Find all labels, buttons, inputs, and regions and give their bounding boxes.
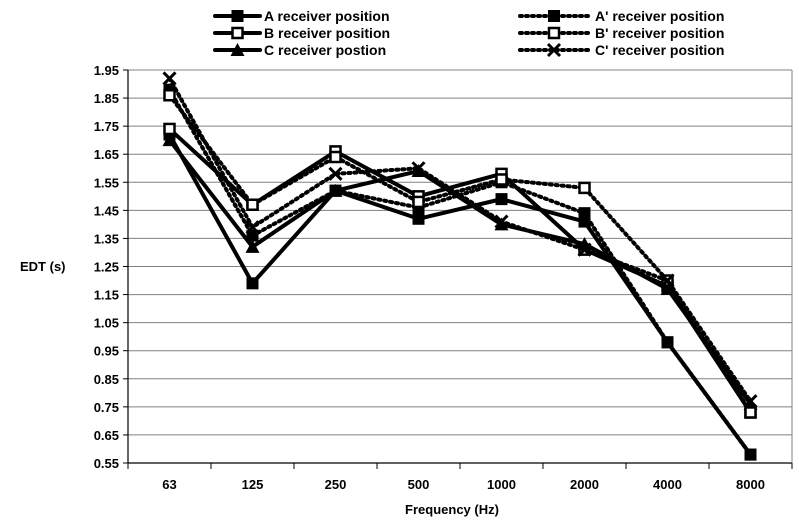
legend-label-1: B receiver position: [264, 25, 390, 41]
axes: [123, 69, 793, 469]
y-tick-label-0: 1.95: [94, 63, 119, 78]
y-tick-label-14: 0.55: [94, 456, 119, 471]
legend-item-4: B' receiver position: [518, 25, 724, 41]
x-tick-label-4: 1000: [487, 477, 516, 492]
x-tick-label-2: 250: [325, 477, 347, 492]
series-5-point-3: [411, 161, 426, 176]
series-3-point-2: [329, 184, 342, 197]
y-tick-label-6: 1.35: [94, 231, 119, 246]
legend-label-2: C receiver postion: [264, 42, 386, 58]
y-tick-label-12: 0.75: [94, 400, 119, 415]
y-tick-label-11: 0.85: [94, 372, 119, 387]
series-3-point-7: [744, 448, 757, 461]
legend-label-4: B' receiver position: [595, 25, 724, 41]
y-tick-label-3: 1.65: [94, 147, 119, 162]
series-3-point-6: [661, 336, 674, 349]
series-5-point-0: [162, 71, 177, 86]
y-tick-label-10: 0.95: [94, 344, 119, 359]
series-4-point-2: [329, 150, 342, 164]
series-4-point-5: [578, 181, 591, 195]
x-tick-labels: 63 125 250 500 1000 2000 4000 8000: [162, 477, 765, 492]
y-tick-label-7: 1.25: [94, 260, 119, 275]
series-3-point-1: [246, 229, 259, 242]
series-2-point-6: [660, 281, 675, 295]
series-line-2: [167, 138, 753, 407]
series-0-point-1: [246, 277, 259, 290]
series-4-point-0: [163, 89, 176, 102]
series-line-5: [167, 76, 753, 404]
legend-marker-5: [546, 42, 562, 58]
y-axis-title: EDT (s): [20, 259, 66, 274]
legend-item-3: A' receiver position: [518, 8, 724, 24]
series-4-point-4: [495, 173, 508, 186]
y-tick-label-9: 1.05: [94, 316, 119, 331]
y-tick-label-4: 1.55: [94, 175, 119, 190]
y-tick-label-13: 0.65: [94, 428, 119, 443]
legend-marker-1: [231, 26, 244, 40]
y-tick-label-5: 1.45: [94, 203, 119, 218]
x-tick-label-1: 125: [242, 477, 264, 492]
grid-lines: [128, 69, 792, 464]
series-line-3: [167, 87, 753, 457]
series-4: [163, 89, 757, 419]
x-tick-label-6: 4000: [653, 477, 682, 492]
series-0-point-4: [495, 193, 508, 206]
series-5-point-5: [577, 242, 592, 257]
legend-label-5: C' receiver position: [595, 42, 724, 58]
legend-item-0: A receiver position: [213, 8, 390, 24]
legend-label-3: A' receiver position: [595, 8, 724, 24]
series-2-point-0: [162, 133, 177, 147]
legend-label-0: A receiver position: [264, 8, 390, 24]
series-2: [162, 133, 758, 411]
series-0-point-3: [412, 212, 425, 225]
series-5-point-6: [660, 273, 675, 288]
y-tick-label-8: 1.15: [94, 288, 119, 303]
legend-item-5: C' receiver position: [518, 42, 724, 58]
series-4-point-1: [246, 198, 259, 211]
series-5-point-2: [328, 166, 343, 181]
legend-marker-2: [230, 43, 245, 56]
legend-marker-4: [547, 26, 561, 40]
legend-item-2: C receiver postion: [213, 42, 386, 58]
y-tick-labels: 1.95 1.85 1.75 1.65 1.55 1.45 1.35 1.25 1.15 1.05…: [94, 63, 119, 471]
legend-item-1: B receiver position: [213, 25, 390, 41]
x-tick-label-3: 500: [408, 477, 430, 492]
series-line-4: [167, 93, 753, 415]
series-5-point-4: [494, 214, 509, 229]
x-tick-label-0: 63: [162, 477, 176, 492]
legend-marker-0: [231, 10, 244, 22]
y-tick-label-2: 1.75: [94, 119, 119, 134]
x-tick-label-5: 2000: [570, 477, 599, 492]
series-1-point-0: [163, 122, 176, 136]
y-tick-label-1: 1.85: [94, 91, 119, 106]
series-5-point-1: [245, 220, 260, 235]
series-3-point-5: [578, 207, 591, 220]
series-1: [163, 122, 757, 419]
series-4-point-7: [744, 406, 757, 419]
series-5-point-7: [743, 394, 758, 409]
series-group: [162, 71, 758, 461]
legend-marker-3: [548, 10, 560, 22]
x-axis-title: Frequency (Hz): [405, 502, 499, 517]
x-tick-label-7: 8000: [736, 477, 765, 492]
series-2-point-1: [245, 239, 260, 253]
series-5: [162, 71, 758, 409]
series-4-point-3: [412, 195, 425, 209]
series-3: [163, 83, 757, 461]
series-line-1: [167, 126, 753, 415]
